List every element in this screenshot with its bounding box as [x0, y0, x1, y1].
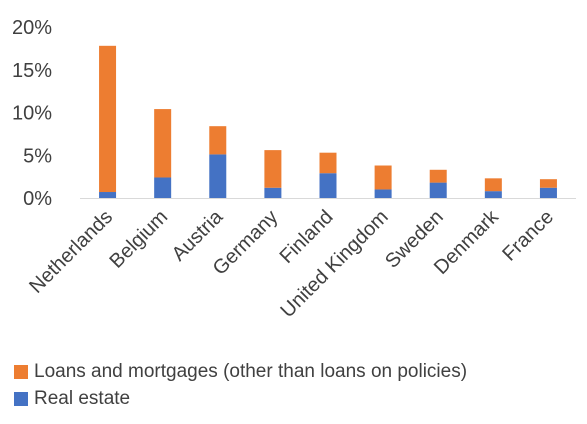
bar-segment-real-estate [539, 187, 557, 198]
bar-segment-real-estate [484, 191, 502, 198]
legend-item-loans: Loans and mortgages (other than loans on… [14, 358, 467, 385]
bar-segment-real-estate [264, 187, 282, 198]
bar-segment-loans [374, 165, 392, 190]
bar-segment-loans [429, 169, 447, 183]
bar-segment-real-estate [429, 182, 447, 198]
y-tick-label: 20% [12, 17, 52, 39]
bar-segment-real-estate [374, 189, 392, 198]
bar-segment-loans [484, 178, 502, 192]
y-tick-label: 15% [12, 60, 52, 82]
x-tick-label: Netherlands [25, 206, 117, 298]
bar-segment-loans [99, 45, 117, 193]
y-tick-label: 0% [23, 188, 52, 210]
x-tick-label: France [498, 206, 558, 266]
bar-segment-real-estate [99, 192, 117, 198]
legend: Loans and mortgages (other than loans on… [14, 358, 467, 412]
y-tick-label: 5% [23, 145, 52, 167]
bar-segment-loans [539, 179, 557, 188]
bar-segment-loans [209, 126, 227, 155]
bar-segment-loans [264, 150, 282, 188]
bar-segment-real-estate [319, 173, 337, 198]
legend-label-loans: Loans and mortgages (other than loans on… [34, 361, 468, 382]
legend-swatch-real-estate [14, 391, 28, 406]
bar-segment-real-estate [209, 154, 227, 198]
legend-label-real-estate: Real estate [34, 388, 131, 409]
y-tick-label: 10% [12, 103, 52, 125]
x-axis-labels: NetherlandsBelgiumAustriaGermanyFinlandU… [25, 205, 558, 322]
x-tick-label: Belgium [106, 206, 173, 273]
bars [99, 45, 557, 198]
bar-segment-loans [154, 109, 172, 178]
y-axis: 0% 5% 10% 15% 20% [12, 17, 52, 210]
bar-segment-real-estate [154, 177, 172, 198]
legend-swatch-loans [14, 364, 28, 379]
legend-item-real-estate: Real estate [14, 385, 467, 412]
bar-segment-loans [319, 152, 337, 174]
